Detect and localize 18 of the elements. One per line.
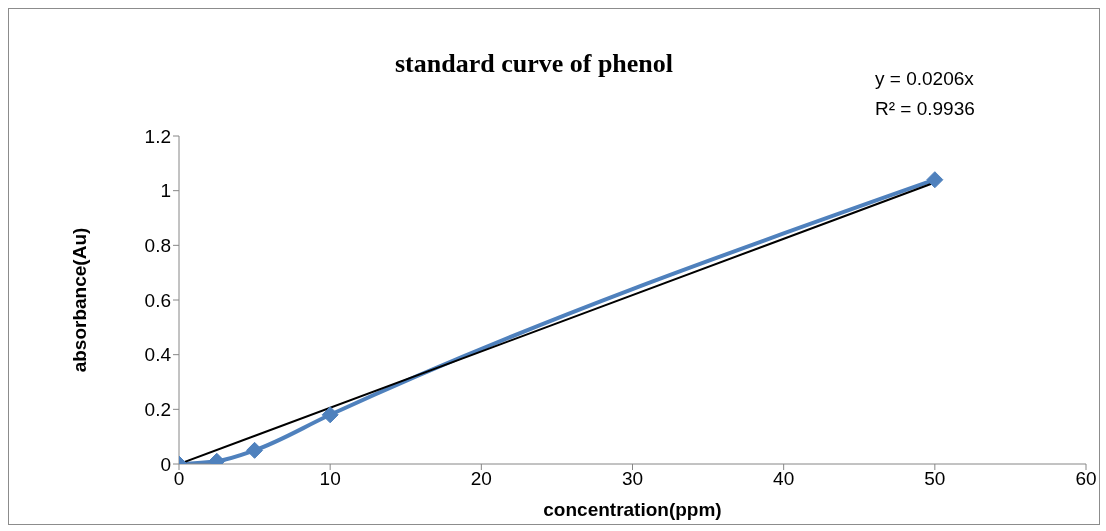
x-tick-label: 50 bbox=[924, 468, 946, 490]
y-tick-label: 1.2 bbox=[144, 125, 171, 147]
y-tick-label: 0.6 bbox=[144, 289, 171, 311]
text: R² = 0.9936 bbox=[875, 97, 975, 121]
y-tick-label: 0.2 bbox=[144, 399, 171, 421]
x-tick-label: 20 bbox=[470, 468, 492, 490]
y-tick-label: 0.8 bbox=[144, 235, 171, 257]
x-tick-label: 60 bbox=[1075, 468, 1097, 490]
y-axis-title: absorbance(Au) bbox=[68, 227, 90, 373]
y-tick-label: 0.4 bbox=[144, 344, 172, 366]
x-tick-label: 10 bbox=[319, 468, 341, 490]
y-tick-label: 1 bbox=[160, 180, 171, 202]
x-axis-title: concentration(ppm) bbox=[543, 499, 722, 520]
y-tick-label: 0 bbox=[160, 453, 171, 475]
x-tick-label: 40 bbox=[773, 468, 795, 490]
text: y = 0.0206x bbox=[875, 67, 975, 91]
x-tick-label: 30 bbox=[621, 468, 644, 490]
chart-title: standard curve of phenol bbox=[394, 49, 674, 78]
